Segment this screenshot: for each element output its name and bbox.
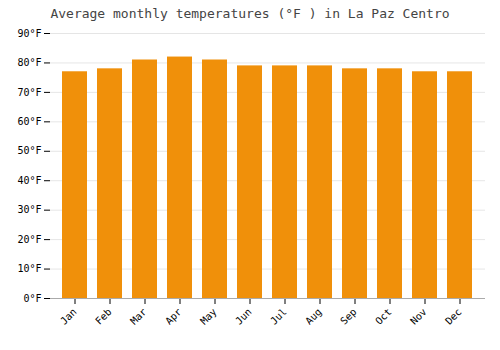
svg-text:10°F: 10°F	[17, 263, 41, 274]
svg-text:20°F: 20°F	[17, 234, 41, 245]
svg-text:Aug: Aug	[303, 306, 324, 327]
svg-text:50°F: 50°F	[17, 145, 41, 156]
svg-text:Dec: Dec	[443, 306, 464, 327]
svg-text:Sep: Sep	[338, 306, 359, 327]
svg-text:60°F: 60°F	[17, 116, 41, 127]
svg-text:Jan: Jan	[58, 306, 79, 327]
svg-text:Jun: Jun	[233, 306, 254, 327]
svg-text:70°F: 70°F	[17, 87, 41, 98]
svg-text:Nov: Nov	[408, 306, 429, 327]
svg-text:Jul: Jul	[268, 306, 289, 327]
svg-text:80°F: 80°F	[17, 57, 41, 68]
svg-text:40°F: 40°F	[17, 175, 41, 186]
svg-text:Mar: Mar	[128, 306, 149, 327]
svg-text:0°F: 0°F	[23, 293, 41, 304]
svg-text:Oct: Oct	[373, 306, 394, 327]
html-text:Average monthly temperatures (: Average monthly temperatures (°F ) in La…	[50, 6, 450, 21]
svg-text:90°F: 90°F	[17, 28, 41, 39]
svg-text:May: May	[198, 306, 219, 327]
svg-text:Feb: Feb	[93, 306, 114, 327]
svg-text:Apr: Apr	[163, 306, 184, 327]
svg-text:30°F: 30°F	[17, 204, 41, 215]
